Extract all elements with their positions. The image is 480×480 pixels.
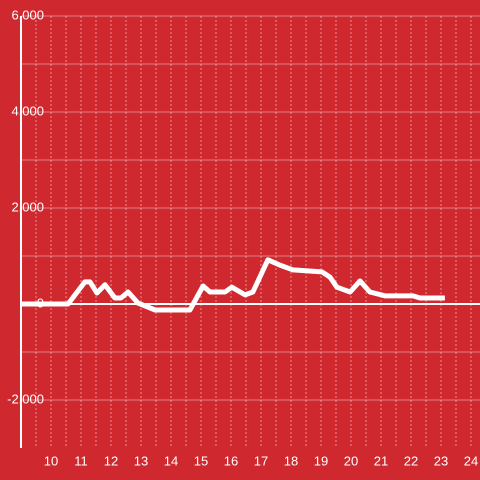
x-tick-label: 11	[74, 453, 88, 468]
x-tick-label: 21	[374, 453, 388, 468]
x-tick-label: 18	[284, 453, 298, 468]
y-tick-label: 6,000	[11, 7, 44, 22]
x-tick-label: 23	[434, 453, 448, 468]
y-tick-label: -2,000	[7, 391, 44, 406]
x-tick-label: 17	[254, 453, 268, 468]
x-tick-label: 10	[44, 453, 58, 468]
x-tick-label: 12	[104, 453, 118, 468]
data-line	[21, 257, 445, 313]
x-tick-label: 19	[314, 453, 328, 468]
x-tick-label: 22	[404, 453, 418, 468]
y-tick-label: 2,000	[11, 199, 44, 214]
x-tick-label: 15	[194, 453, 208, 468]
x-tick-label: 16	[224, 453, 238, 468]
y-tick-label: 4,000	[11, 103, 44, 118]
x-tick-label: 13	[134, 453, 148, 468]
x-tick-label: 14	[164, 453, 178, 468]
x-tick-label: 24	[464, 453, 478, 468]
x-tick-label: 20	[344, 453, 358, 468]
